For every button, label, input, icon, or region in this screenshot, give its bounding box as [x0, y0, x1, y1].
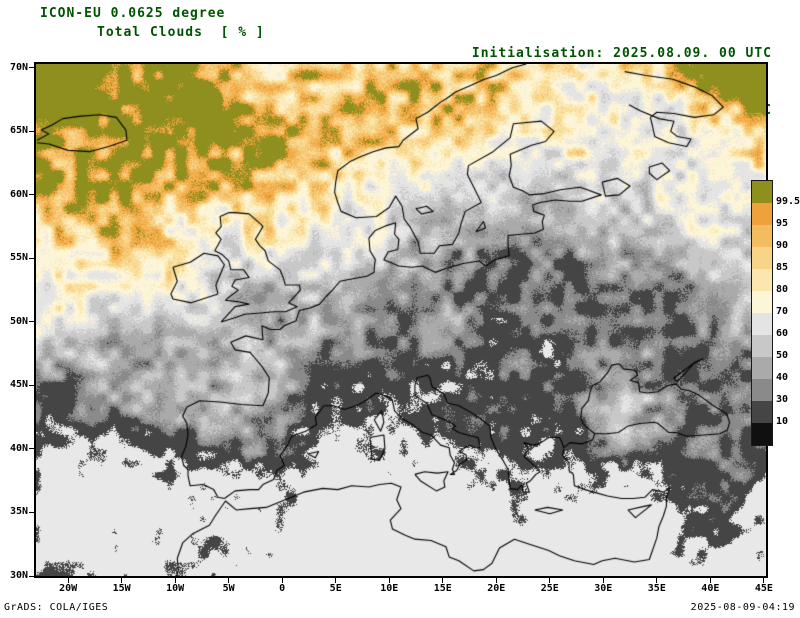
x-tick-label: 30E	[594, 583, 613, 594]
x-tick-mark	[388, 578, 390, 583]
cloud-cover-field-canvas	[36, 64, 766, 576]
colorbar-segment	[752, 181, 772, 203]
x-tick-label: 5E	[329, 583, 342, 594]
colorbar-segment	[752, 203, 772, 225]
model-title: ICON-EU 0.0625 degree	[40, 6, 226, 21]
x-tick-label: 10W	[166, 583, 185, 594]
colorbar-segment	[752, 423, 772, 445]
x-tick-mark	[602, 578, 604, 583]
x-tick-mark	[549, 578, 551, 583]
colorbar-label: 10	[776, 416, 789, 427]
x-tick-mark	[335, 578, 337, 583]
x-tick-mark	[709, 578, 711, 583]
x-tick-mark	[121, 578, 123, 583]
colorbar	[751, 180, 773, 446]
x-tick-mark	[174, 578, 176, 583]
y-tick-label: 40N	[9, 442, 28, 454]
x-tick-mark	[67, 578, 69, 583]
y-tick-label: 55N	[9, 252, 28, 264]
y-tick-label: 60N	[9, 188, 28, 200]
x-tick-label: 20E	[487, 583, 506, 594]
y-tick-label: 35N	[9, 506, 28, 518]
creation-timestamp: 2025-08-09-04:19	[690, 602, 795, 613]
colorbar-label: 85	[776, 262, 789, 273]
initialisation-time: Initialisation: 2025.08.09. 00 UTC	[471, 46, 772, 61]
colorbar-label: 60	[776, 328, 789, 339]
x-tick-label: 20W	[59, 583, 78, 594]
x-tick-label: 45E	[754, 583, 773, 594]
x-tick-mark	[228, 578, 230, 583]
colorbar-label: 50	[776, 350, 789, 361]
colorbar-label: 70	[776, 306, 789, 317]
x-tick-mark	[442, 578, 444, 583]
colorbar-segment	[752, 379, 772, 401]
colorbar-label: 40	[776, 372, 789, 383]
colorbar-label: 30	[776, 394, 789, 405]
colorbar-label: 95	[776, 218, 789, 229]
x-tick-mark	[763, 578, 765, 583]
x-tick-label: 25E	[540, 583, 559, 594]
colorbar-segment	[752, 313, 772, 335]
x-tick-label: 40E	[701, 583, 720, 594]
field-title: Total Clouds [ % ]	[97, 25, 265, 40]
x-tick-mark	[281, 578, 283, 583]
colorbar-segment	[752, 269, 772, 291]
grads-credit: GrADS: COLA/IGES	[4, 602, 109, 613]
colorbar-label: 90	[776, 240, 789, 251]
x-tick-label: 15W	[112, 583, 131, 594]
colorbar-segment	[752, 291, 772, 313]
x-tick-label: 5W	[222, 583, 235, 594]
x-tick-mark	[656, 578, 658, 583]
colorbar-label: 80	[776, 284, 789, 295]
colorbar-segment	[752, 357, 772, 379]
colorbar-segment	[752, 225, 772, 247]
y-tick-label: 70N	[9, 61, 28, 73]
colorbar-segment	[752, 335, 772, 357]
y-tick-label: 30N	[9, 570, 28, 581]
x-tick-label: 10E	[380, 583, 399, 594]
map-frame	[34, 62, 768, 578]
x-tick-label: 0	[279, 583, 286, 594]
y-tick-label: 65N	[9, 125, 28, 137]
y-tick-label: 50N	[9, 315, 28, 327]
colorbar-label: 99.5	[776, 196, 800, 207]
colorbar-segment	[752, 247, 772, 269]
y-tick-label: 45N	[9, 379, 28, 391]
colorbar-segment	[752, 401, 772, 423]
x-tick-label: 15E	[433, 583, 452, 594]
x-tick-label: 35E	[647, 583, 666, 594]
x-tick-mark	[495, 578, 497, 583]
